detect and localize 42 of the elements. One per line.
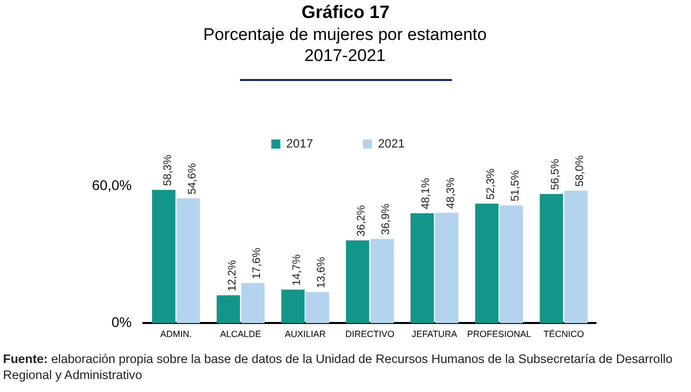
y-tick-label: 60,0% [92,176,132,193]
data-label: 58,3% [162,154,174,186]
bar [281,290,305,324]
x-tick-label: TÉCNICO [543,329,584,340]
data-label: 58,0% [574,155,586,187]
bar [241,282,265,324]
data-label: 13,6% [316,256,328,288]
y-tick-label: 0% [111,314,132,330]
bar [475,204,498,324]
x-tick-label: ALCALDE [220,329,262,340]
data-label: 51,5% [509,170,522,202]
data-label: 36,2% [356,205,368,236]
data-label: 48,1% [420,178,432,210]
data-label: 17,6% [250,248,263,279]
data-label: 54,6% [186,162,198,194]
bar [216,295,240,324]
bar [564,190,588,324]
bar [346,240,370,324]
data-label: 36,9% [380,203,392,235]
bar [176,198,200,324]
data-label: 12,2% [226,260,238,292]
x-tick-label: DIRECTIVO [345,329,394,340]
bar [500,205,524,324]
bar [410,213,434,324]
chart-subtitle: Porcentaje de mujeres por estamento 2017-2021 [202,24,488,66]
bar [435,212,458,324]
bar [306,292,330,324]
bar [370,238,394,324]
data-label: 52,3% [484,168,497,200]
x-tick-label: ADMIN. [160,329,192,340]
data-label: 14,7% [290,254,303,286]
source-note: Fuente: elaboración propia sobre la base de datos de la Unidad de Recursos Humanos de la Subsecretaría de Desarrollo Regional y Administrativo [3,351,674,383]
x-tick-label: AUXILIAR [284,329,326,340]
x-tick-label: PROFESIONAL [467,329,532,340]
x-tick-label: JEFATURA [412,329,458,340]
data-label: 48,3% [444,177,457,209]
chart-title: Gráfico 17 [300,2,391,23]
legend-label: 2017 [286,136,314,150]
bar [152,190,176,324]
data-label: 56,5% [549,158,562,190]
legend-label: 2021 [378,136,406,150]
bar [540,194,564,324]
